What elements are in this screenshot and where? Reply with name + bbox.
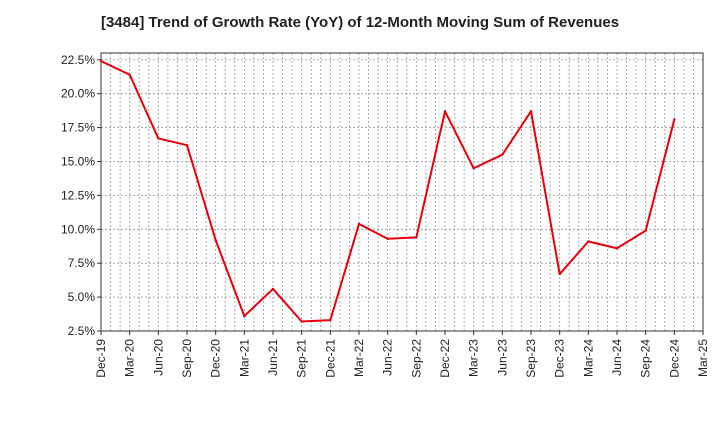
x-tick-label: Dec-20 <box>209 339 223 378</box>
x-tick-label: Mar-22 <box>352 339 366 377</box>
x-tick-label: Sep-23 <box>524 339 538 378</box>
x-tick-label: Sep-21 <box>295 339 309 378</box>
x-tick-label: Mar-20 <box>123 339 137 377</box>
data-point <box>128 73 131 76</box>
y-tick-label: 5.0% <box>68 290 96 304</box>
x-tick-label: Sep-20 <box>180 339 194 378</box>
x-tick-label: Mar-25 <box>696 339 710 377</box>
data-point <box>271 287 275 291</box>
x-tick-label: Mar-23 <box>467 339 481 377</box>
y-tick-label: 7.5% <box>68 256 96 270</box>
data-point <box>558 272 561 276</box>
x-tick-label: Mar-24 <box>581 339 595 377</box>
x-tick-label: Jun-24 <box>610 339 624 376</box>
plot-background <box>101 53 703 331</box>
x-tick-label: Sep-24 <box>639 339 653 378</box>
x-tick-label: Jun-21 <box>266 339 280 376</box>
data-point <box>673 118 676 121</box>
x-tick-label: Jun-20 <box>151 339 165 376</box>
data-point <box>386 237 389 240</box>
x-tick-label: Dec-21 <box>323 339 337 378</box>
data-point <box>357 222 361 226</box>
data-point <box>529 110 533 113</box>
x-tick-label: Jun-23 <box>495 339 509 376</box>
data-point <box>214 238 217 242</box>
data-point <box>415 236 418 239</box>
data-point <box>443 110 447 113</box>
data-point <box>615 247 619 250</box>
data-point <box>472 167 475 170</box>
x-tick-label: Mar-21 <box>237 339 251 377</box>
data-point <box>99 59 103 63</box>
x-tick-label: Jun-22 <box>381 339 395 376</box>
x-tick-label: Sep-22 <box>409 339 423 378</box>
y-tick-label: 17.5% <box>61 121 95 135</box>
data-point <box>501 153 504 156</box>
data-point <box>243 314 246 318</box>
data-point <box>157 137 160 140</box>
data-point <box>185 144 189 147</box>
y-tick-label: 2.5% <box>68 324 96 338</box>
data-point <box>300 320 303 323</box>
x-tick-label: Dec-24 <box>667 339 681 378</box>
y-tick-label: 10.0% <box>61 222 95 236</box>
data-point <box>329 318 332 322</box>
y-tick-label: 22.5% <box>61 53 95 67</box>
chart-title: [3484] Trend of Growth Rate (YoY) of 12-… <box>100 14 620 31</box>
y-tick-label: 15.0% <box>61 154 95 168</box>
plot-frame <box>100 52 704 332</box>
x-tick-label: Dec-22 <box>438 339 452 378</box>
y-tick-label: 12.5% <box>61 188 95 202</box>
data-point <box>587 240 590 243</box>
x-tick-label: Dec-19 <box>94 339 108 378</box>
y-tick-label: 20.0% <box>61 87 95 101</box>
data-point <box>644 229 647 232</box>
x-tick-label: Dec-23 <box>553 339 567 378</box>
